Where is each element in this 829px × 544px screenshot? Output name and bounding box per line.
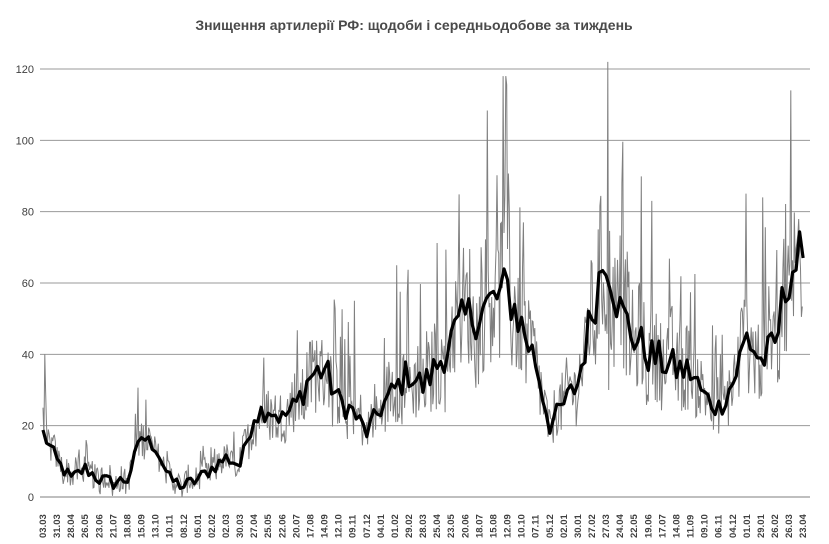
x-tick-label: 07.11 (531, 514, 542, 538)
weekly-average-line (41, 230, 805, 490)
y-axis-ticks: 0 20 40 60 80 100 120 (16, 64, 34, 504)
x-tick-label: 10.11 (165, 514, 176, 538)
x-tick-label: 23.06 (94, 514, 105, 538)
series-lines (41, 61, 805, 498)
x-tick-label: 27.03 (601, 514, 612, 538)
x-axis-ticks: 03.03 31.03 28.04 26.05 23.06 21.07 18.08 15.09… (38, 514, 809, 538)
x-tick-label: 23.04 (798, 514, 809, 538)
x-tick-label: 01.01 (742, 514, 753, 538)
x-tick-label: 12.09 (503, 514, 514, 538)
x-tick-label: 23.05 (446, 514, 457, 538)
y-tick-label: 0 (28, 492, 34, 504)
x-tick-label: 07.12 (362, 514, 373, 538)
x-tick-label: 24.04 (615, 514, 626, 538)
x-tick-label: 05.01 (193, 514, 204, 538)
x-tick-label: 09.11 (348, 514, 359, 538)
x-tick-label: 22.06 (277, 514, 288, 538)
x-tick-label: 25.05 (263, 514, 274, 538)
x-tick-label: 17.08 (305, 514, 316, 538)
x-tick-label: 27.04 (249, 514, 260, 538)
x-tick-label: 27.02 (587, 514, 598, 538)
x-tick-label: 26.05 (80, 514, 91, 538)
gridlines (40, 68, 810, 427)
x-tick-label: 14.08 (671, 514, 682, 538)
daily-series-line (42, 61, 803, 498)
x-tick-label: 28.04 (66, 514, 77, 538)
x-tick-label: 22.05 (629, 514, 640, 538)
x-tick-label: 10.10 (517, 514, 528, 538)
x-tick-label: 18.08 (122, 514, 133, 538)
x-tick-label: 31.03 (52, 514, 63, 538)
x-tick-label: 26.03 (784, 514, 795, 538)
x-tick-label: 13.10 (151, 514, 162, 538)
y-tick-label: 20 (22, 421, 34, 433)
x-tick-label: 18.07 (474, 514, 485, 538)
x-tick-label: 30.03 (235, 514, 246, 538)
x-tick-label: 02.02 (207, 514, 218, 538)
x-tick-label: 29.01 (756, 514, 767, 538)
x-tick-label: 05.12 (545, 514, 556, 538)
y-tick-label: 40 (22, 349, 34, 361)
x-tick-label: 19.06 (643, 514, 654, 538)
x-tick-label: 11.09 (686, 515, 697, 538)
x-tick-label: 14.09 (320, 514, 331, 538)
x-tick-label: 15.08 (488, 514, 499, 538)
x-tick-label: 29.02 (404, 514, 415, 538)
y-tick-label: 100 (16, 135, 34, 147)
x-tick-label: 20.07 (291, 514, 302, 538)
x-tick-label: 15.09 (137, 514, 148, 538)
x-tick-label: 25.04 (432, 514, 443, 538)
x-tick-label: 03.03 (38, 514, 49, 538)
y-tick-label: 80 (22, 207, 34, 219)
x-tick-label: 04.01 (376, 514, 387, 538)
x-tick-label: 01.02 (390, 514, 401, 538)
x-tick-label: 26.02 (770, 514, 781, 538)
x-tick-label: 08.12 (179, 514, 190, 538)
x-tick-label: 04.12 (728, 514, 739, 538)
x-tick-label: 30.01 (573, 514, 584, 538)
x-tick-label: 06.11 (714, 514, 725, 538)
y-tick-label: 120 (16, 64, 34, 76)
y-tick-label: 60 (22, 278, 34, 290)
x-tick-label: 17.07 (657, 514, 668, 538)
x-tick-label: 02.01 (559, 514, 570, 538)
x-tick-label: 21.07 (108, 514, 119, 538)
x-tick-label: 28.03 (418, 514, 429, 538)
x-tick-label: 09.10 (700, 514, 711, 538)
x-tick-label: 20.06 (460, 514, 471, 538)
x-tick-label: 12.10 (334, 514, 345, 538)
x-tick-label: 02.03 (221, 514, 232, 538)
chart-title: Знищення артилерії РФ: щодоби і середньо… (195, 17, 633, 33)
